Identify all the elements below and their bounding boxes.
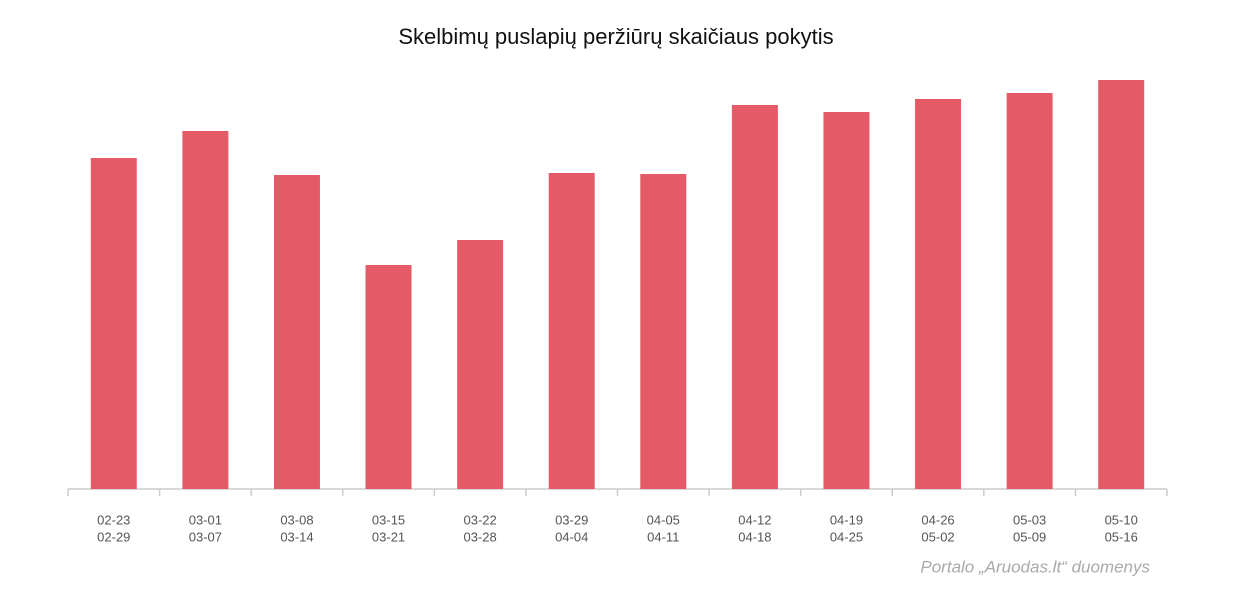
x-tick-label: 03-21	[372, 529, 405, 544]
source-note: Portalo „Aruodas.lt“ duomenys	[920, 557, 1150, 576]
x-tick-label: 04-11	[647, 529, 679, 544]
x-tick-label: 03-14	[280, 529, 313, 544]
x-tick-label: 04-19	[830, 512, 863, 527]
x-tick-label: 05-16	[1105, 529, 1138, 544]
x-tick-label: 03-08	[280, 512, 313, 527]
bar	[90, 158, 137, 489]
bar	[548, 173, 595, 489]
bar	[1006, 93, 1053, 489]
x-tick-label: 04-04	[555, 529, 588, 544]
x-tick-label: 03-29	[555, 512, 588, 527]
bar	[640, 174, 687, 489]
x-tick-label: 03-01	[189, 512, 222, 527]
x-tick-label: 03-22	[464, 512, 497, 527]
x-tick-label: 05-02	[921, 529, 954, 544]
bar	[731, 105, 778, 489]
bar	[182, 131, 229, 489]
bar	[457, 240, 504, 489]
x-tick-label: 04-05	[647, 512, 680, 527]
bar	[823, 112, 870, 489]
x-tick-label: 03-07	[189, 529, 222, 544]
x-tick-label: 02-23	[97, 512, 130, 527]
bar	[273, 175, 320, 489]
x-tick-label: 02-29	[97, 529, 130, 544]
x-tick-label: 05-09	[1013, 529, 1046, 544]
chart-title: Skelbimų puslapių peržiūrų skaičiaus pok…	[398, 24, 833, 49]
x-tick-label: 03-28	[464, 529, 497, 544]
bar	[1098, 80, 1145, 489]
x-tick-label: 04-18	[738, 529, 771, 544]
x-tick-label: 04-25	[830, 529, 863, 544]
bar	[915, 99, 962, 489]
x-tick-label: 04-26	[921, 512, 954, 527]
x-tick-label: 03-15	[372, 512, 405, 527]
x-tick-label: 04-12	[738, 512, 771, 527]
bar	[365, 265, 412, 489]
x-tick-label: 05-10	[1105, 512, 1138, 527]
x-tick-label: 05-03	[1013, 512, 1046, 527]
